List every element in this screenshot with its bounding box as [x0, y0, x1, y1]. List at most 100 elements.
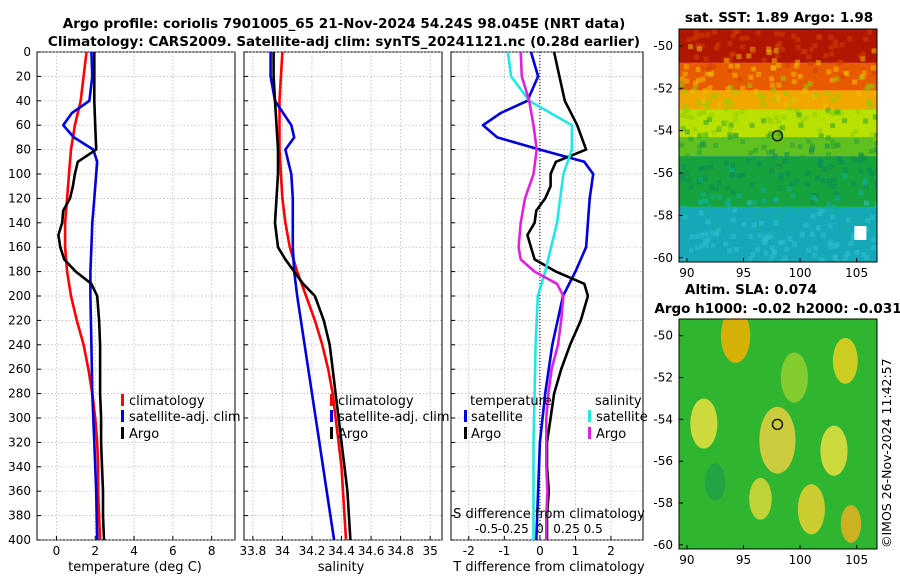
sst-pixel — [796, 112, 802, 118]
sst-pixel — [694, 244, 700, 250]
sst-pixel — [695, 42, 701, 48]
sst-pixel — [761, 118, 767, 124]
sst-pixel — [683, 64, 689, 70]
sst-pixel — [702, 198, 708, 204]
sst-pixel — [833, 190, 839, 196]
sst-pixel — [866, 167, 872, 173]
sst-pixel — [690, 88, 696, 94]
sst-pixel — [806, 53, 812, 59]
sst-pixel — [734, 246, 740, 252]
sst-pixel — [812, 112, 818, 118]
sst-pixel — [870, 215, 876, 221]
sst-pixel — [700, 65, 706, 71]
sst-pixel — [766, 46, 772, 52]
sst-pixel — [739, 35, 745, 41]
legend-label-climatology: climatology — [129, 394, 205, 409]
x-tick-label: -2 — [463, 544, 475, 558]
sst-pixel — [777, 185, 783, 191]
sst-pixel — [771, 131, 777, 137]
sst-pixel — [703, 119, 709, 125]
sst-pixel — [814, 167, 820, 173]
sst-pixel — [851, 156, 857, 162]
sst-pixel — [733, 116, 739, 122]
sst-pixel — [680, 205, 686, 211]
sst-pixel — [805, 170, 811, 176]
sst-pixel — [788, 180, 794, 186]
depth-tick-label: 380 — [8, 509, 31, 523]
x-tick-label: 34.8 — [387, 544, 414, 558]
depth-tick-label: 40 — [16, 94, 31, 108]
legend-swatch-t-argo — [464, 427, 467, 439]
legend-group-temperature: temperature — [470, 394, 552, 409]
x-tick-label: 34.6 — [358, 544, 385, 558]
sst-pixel — [755, 30, 761, 36]
s-tick-label: -0.5 — [475, 522, 498, 536]
depth-tick-label: 140 — [8, 216, 31, 230]
sst-pixel — [805, 181, 811, 187]
sst-pixel — [824, 91, 830, 97]
series-line-climatology — [63, 51, 102, 541]
depth-tick-label: 280 — [8, 387, 31, 401]
sst-pixel — [747, 82, 753, 88]
sst-pixel — [752, 199, 758, 205]
s-tick-label: 0.25 — [553, 522, 580, 536]
sst-pixel — [751, 66, 757, 72]
sst-pixel — [706, 98, 712, 104]
salinity-axis-label: salinity — [318, 560, 365, 575]
sst-pixel — [758, 220, 764, 226]
sst-pixel — [832, 210, 838, 216]
sst-pixel — [706, 204, 712, 210]
map-y-tick-label: -56 — [653, 166, 673, 180]
sst-pixel — [751, 222, 757, 228]
sst-pixel — [823, 53, 829, 59]
sst-pixel — [713, 142, 719, 148]
sst-pixel — [723, 160, 729, 166]
legend-swatch-s-satellite — [588, 410, 591, 422]
depth-tick-label: 220 — [8, 313, 31, 327]
sst-pixel — [811, 195, 817, 201]
sst-pixel — [679, 173, 685, 179]
sst-pixel — [740, 44, 746, 50]
sst-pixel — [700, 98, 706, 104]
x-tick-label: 34 — [275, 544, 290, 558]
sst-pixel — [827, 240, 833, 246]
sst-pixel — [778, 172, 784, 178]
sst-pixel — [779, 259, 785, 262]
sst-pixel — [683, 222, 689, 228]
legend-label-t-satellite: satellite — [471, 410, 523, 425]
sst-pixel — [727, 40, 733, 46]
sst-pixel — [830, 214, 836, 220]
sst-pixel — [808, 147, 814, 153]
sst-pixel — [874, 132, 877, 138]
sst-pixel — [816, 35, 822, 41]
sst-pixel — [870, 237, 876, 243]
sst-pixel — [783, 102, 789, 108]
sst-pixel — [870, 244, 876, 250]
sst-pixel — [794, 63, 800, 69]
sst-pixel — [852, 79, 858, 85]
sst-pixel — [732, 72, 738, 78]
sst-pixel — [870, 65, 876, 71]
map-y-tick-label: -58 — [653, 496, 673, 510]
sst-pixel — [739, 109, 745, 115]
depth-tick-label: 180 — [8, 265, 31, 279]
sst-pixel — [717, 125, 723, 131]
sst-pixel — [839, 159, 845, 165]
sst-pixel — [699, 243, 705, 249]
sst-pixel — [791, 79, 797, 85]
sst-pixel — [684, 129, 690, 135]
sst-pixel — [770, 230, 776, 236]
sst-pixel — [769, 76, 775, 82]
sla-map-title-line1: Altim. SLA: 0.074 — [685, 282, 817, 298]
sst-pixel — [769, 254, 775, 260]
sst-pixel — [822, 103, 828, 109]
sst-pixel — [783, 208, 789, 214]
sst-pixel — [854, 138, 860, 144]
sst-pixel — [809, 46, 815, 52]
sst-pixel — [820, 232, 826, 238]
sst-pixel — [773, 48, 779, 54]
x-tick-label: 1 — [572, 544, 580, 558]
sst-pixel — [761, 57, 767, 63]
sst-pixel — [790, 193, 796, 199]
